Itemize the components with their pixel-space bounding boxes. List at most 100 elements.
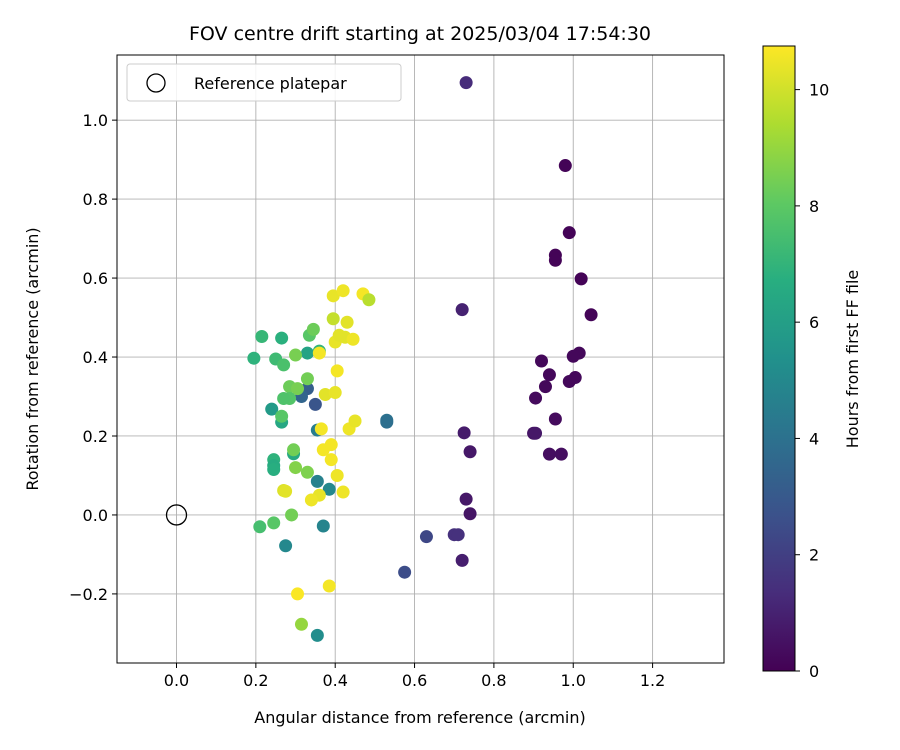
data-point (306, 322, 320, 336)
data-point (455, 303, 469, 317)
data-point (275, 409, 289, 423)
data-point (457, 426, 471, 440)
data-point (247, 351, 261, 365)
data-point (310, 474, 324, 488)
data-point (300, 346, 314, 360)
data-point (291, 587, 305, 601)
x-axis-label: Angular distance from reference (arcmin) (254, 708, 585, 727)
data-point (275, 331, 289, 345)
data-point (316, 519, 330, 533)
data-point (289, 461, 303, 475)
data-point (554, 447, 568, 461)
data-point (340, 315, 354, 329)
data-point (253, 520, 267, 534)
colorbar-tick-label: 10 (809, 81, 829, 100)
y-tick-label: 0.6 (83, 269, 108, 288)
data-point (310, 628, 324, 642)
data-point (584, 308, 598, 322)
data-point (459, 492, 473, 506)
data-point (294, 617, 308, 631)
y-tick-label: 0.2 (83, 427, 108, 446)
colorbar: 0 2 4 6 8 10 Hours from first FF file (762, 45, 862, 681)
data-point (330, 364, 344, 378)
data-point (380, 415, 394, 429)
data-point (277, 358, 291, 372)
data-point (348, 414, 362, 428)
data-point (312, 346, 326, 360)
data-point (542, 368, 556, 382)
data-point (318, 388, 332, 402)
data-point (300, 372, 314, 386)
data-point (314, 422, 328, 436)
colorbar-tick-label: 0 (809, 662, 819, 681)
y-axis-label: Rotation from reference (arcmin) (23, 227, 42, 490)
data-point (308, 397, 322, 411)
data-point (267, 516, 281, 530)
data-point (324, 453, 338, 467)
data-point (324, 438, 338, 452)
data-point (279, 484, 293, 498)
y-tick-label: 0.8 (83, 190, 108, 209)
data-point (322, 482, 336, 496)
data-point (455, 553, 469, 567)
y-tick-label: 1.0 (83, 111, 108, 130)
grid (117, 55, 724, 663)
x-tick-label: 1.2 (640, 671, 665, 690)
y-tick-label: −0.2 (69, 585, 108, 604)
data-point (398, 565, 412, 579)
colorbar-ticks: 0 2 4 6 8 10 (795, 81, 829, 681)
legend-box (126, 63, 402, 102)
data-point (255, 329, 269, 343)
data-point (279, 539, 293, 553)
data-point (330, 468, 344, 482)
data-point (535, 354, 549, 368)
data-point (529, 426, 543, 440)
data-point (304, 493, 318, 507)
data-point (326, 312, 340, 326)
colorbar-label: Hours from first FF file (843, 270, 862, 449)
data-point (326, 289, 340, 303)
points-layer (165, 76, 598, 642)
data-point (459, 76, 473, 90)
data-point (419, 530, 433, 544)
data-point (529, 391, 543, 405)
data-point (291, 382, 305, 396)
data-point (346, 332, 360, 346)
reference-platepar-point (165, 504, 188, 526)
data-point (548, 253, 562, 267)
data-point (328, 386, 342, 400)
data-point (574, 272, 588, 286)
x-tick-label: 1.0 (561, 671, 586, 690)
data-point (451, 528, 465, 542)
data-point (277, 391, 291, 405)
data-point (287, 443, 301, 457)
data-point (562, 226, 576, 240)
chart-title: FOV centre drift starting at 2025/03/04 … (189, 23, 651, 45)
data-point (362, 293, 376, 307)
data-point (265, 402, 279, 416)
data-point (300, 465, 314, 479)
y-axis: −0.2 0.0 0.2 0.4 0.6 0.8 1.0 (69, 111, 117, 604)
x-tick-label: 0.6 (402, 671, 427, 690)
data-point (538, 380, 552, 394)
x-axis: 0.0 0.2 0.4 0.6 0.8 1.0 1.2 (164, 663, 665, 690)
data-point (336, 485, 350, 499)
data-point (463, 507, 477, 521)
data-point (548, 412, 562, 426)
legend: Reference platepar (126, 63, 402, 102)
colorbar-tick-label: 8 (809, 197, 819, 216)
data-point (267, 463, 281, 477)
data-point (566, 349, 580, 363)
legend-marker-open-circle (146, 73, 166, 93)
x-tick-label: 0.0 (164, 671, 189, 690)
data-point (558, 159, 572, 173)
data-point (322, 579, 336, 593)
colorbar-bar (762, 45, 796, 672)
data-point (336, 284, 350, 298)
x-tick-label: 0.2 (243, 671, 268, 690)
y-tick-label: 0.4 (83, 348, 108, 367)
data-point (285, 508, 299, 522)
data-point (463, 445, 477, 459)
x-tick-label: 0.8 (481, 671, 506, 690)
